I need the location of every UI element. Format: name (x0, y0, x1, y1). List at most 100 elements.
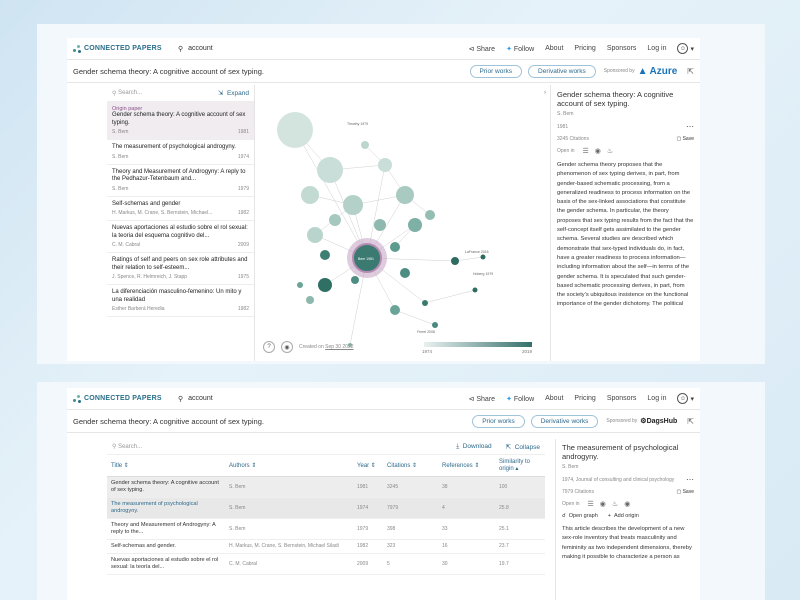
sponsor-logo[interactable]: ▲ Azure (638, 66, 678, 77)
col-header-authors[interactable]: Authors ⇕ (225, 455, 353, 477)
node-label: Ferrel 2008 (417, 330, 435, 334)
sponsor-logo[interactable]: ⚙DagsHub (640, 417, 677, 425)
list-item[interactable]: Self-schemas and gender H. Markus, M. Cr… (107, 197, 254, 221)
table-row[interactable]: The measurement of psychological androgy… (107, 497, 545, 519)
search-input[interactable]: ⚲ account (178, 45, 398, 53)
azure-icon: ▲ (637, 65, 648, 77)
cell-references: 16 (438, 539, 495, 554)
paper-titlebar: Gender schema theory: A cognitive accoun… (67, 410, 700, 433)
add-origin-button[interactable]: + Add origin (608, 513, 639, 519)
brand-name: CONNECTED PAPERS (84, 395, 162, 402)
table-search-input[interactable]: Search... (118, 443, 143, 450)
list-item[interactable]: Ratings of self and peers on sex role at… (107, 253, 254, 285)
save-label: Save (682, 489, 694, 495)
save-button[interactable]: ▢ Save (676, 136, 694, 142)
fullscreen-icon[interactable]: ⇱ (687, 416, 694, 426)
col-authors-label: Authors (229, 463, 250, 469)
col-header-references[interactable]: References ⇕ (438, 455, 495, 477)
share-link[interactable]: ⊲ Share (469, 45, 496, 53)
sponsors-link[interactable]: Sponsors (606, 395, 637, 402)
cell-year: 1981 (353, 476, 383, 498)
collapse-right-icon[interactable]: › (544, 90, 546, 96)
brand-logo[interactable]: CONNECTED PAPERS (73, 394, 178, 403)
share-link[interactable]: ⊲ Share (469, 395, 496, 403)
citation-graph[interactable]: Timothy 1979 Bem 1981 LaFrance 2016 Hobe… (255, 85, 540, 361)
about-link[interactable]: About (545, 395, 564, 402)
search-input[interactable]: ⚲ account (178, 395, 398, 403)
semantic-scholar-icon[interactable]: ☰ (582, 148, 589, 155)
list-search-icon: ⚲ (112, 90, 119, 97)
more-icon[interactable]: ⋯ (686, 122, 694, 131)
google-scholar-icon[interactable]: ♨ (611, 501, 619, 508)
cell-similarity: 25.1 (495, 518, 545, 540)
list-item[interactable]: Theory and Measurement of Androgyny: A r… (107, 165, 254, 197)
about-link[interactable]: About (545, 45, 564, 52)
table-row[interactable]: Theory and Measurement of Androgyny: A r… (107, 518, 545, 540)
list-search-input[interactable]: Search... (118, 90, 143, 96)
fullscreen-icon[interactable]: ⇱ (687, 66, 694, 76)
top-navbar: CONNECTED PAPERS ⚲ account ⊲ Share ✦ Fol… (67, 388, 700, 410)
pricing-link[interactable]: Pricing (574, 45, 596, 52)
google-scholar-icon[interactable]: ♨ (606, 148, 614, 155)
login-link[interactable]: Log in (647, 45, 667, 52)
list-item[interactable]: La diferenciación masculino-femenino: Un… (107, 285, 254, 317)
open-in-icons: ☰ ◉ ♨ (583, 147, 614, 155)
col-header-similarity[interactable]: Similarity to origin ▴ (495, 455, 545, 477)
paper-detail-panel: The measurement of psychological androgy… (555, 439, 700, 600)
col-header-year[interactable]: Year ⇕ (353, 455, 383, 477)
sponsor-name: DagsHub (646, 418, 678, 425)
open-graph-label: Open graph (568, 513, 598, 519)
detail-title[interactable]: Gender schema theory: A cognitive accoun… (557, 90, 674, 108)
page-title: Gender schema theory: A cognitive accoun… (73, 416, 264, 426)
table-row[interactable]: Nuevas aportaciones al estudio sobre el … (107, 553, 545, 575)
prior-works-button[interactable]: Prior works (472, 414, 525, 428)
list-item[interactable]: Nuevas aportaciones al estudio sobre el … (107, 221, 254, 253)
collapse-button[interactable]: ⇱ Collapse (506, 443, 540, 451)
twitter-icon: ✦ (506, 45, 512, 53)
list-view-window: CONNECTED PAPERS ⚲ account ⊲ Share ✦ Fol… (67, 388, 700, 600)
account-menu[interactable]: ☺ ▾ (677, 393, 694, 404)
sponsors-link[interactable]: Sponsors (606, 45, 637, 52)
col-header-citations[interactable]: Citations ⇕ (383, 455, 438, 477)
login-link[interactable]: Log in (647, 395, 667, 402)
sponsored-by-label: Sponsored by (603, 68, 635, 74)
user-icon: ☺ (677, 393, 689, 404)
graph-labels: Timothy 1979 Bem 1981 LaFrance 2016 Hobe… (347, 122, 493, 334)
table-row[interactable]: Self-schemas and gender. H. Markus, M. C… (107, 539, 545, 554)
list-item[interactable]: The measurement of psychological androgy… (107, 140, 254, 165)
list-item-origin[interactable]: Origin paper Gender schema theory: A cog… (107, 102, 254, 140)
table-row[interactable]: Gender schema theory: A cognitive accoun… (107, 476, 545, 498)
pubmed-icon[interactable]: ◉ (594, 148, 601, 155)
pricing-link[interactable]: Pricing (574, 395, 596, 402)
open-graph-button[interactable]: ☌ Open graph (562, 513, 598, 519)
more-icon[interactable]: ⋯ (686, 475, 694, 484)
expand-button[interactable]: ⇲ Expand (218, 89, 249, 97)
brand-logo[interactable]: CONNECTED PAPERS (73, 44, 178, 53)
chevron-down-icon: ▾ (690, 45, 694, 53)
list-item-year: 1979 (237, 185, 249, 192)
follow-link[interactable]: ✦ Follow (506, 395, 534, 403)
sort-icon: ⇕ (370, 463, 376, 469)
derivative-works-button[interactable]: Derivative works (528, 64, 596, 78)
col-header-title[interactable]: Title ⇕ (107, 455, 225, 477)
location-icon[interactable]: ◉ (281, 341, 293, 353)
pubmed-icon[interactable]: ◉ (599, 501, 606, 508)
derivative-works-button[interactable]: Derivative works (530, 414, 599, 428)
detail-citations: 3245 Citations (557, 136, 589, 142)
semantic-scholar-icon[interactable]: ☰ (587, 501, 594, 508)
detail-title[interactable]: The measurement of psychological androgy… (562, 443, 679, 461)
graph-nodes[interactable] (277, 112, 486, 347)
graph-canvas[interactable]: Timothy 1979 Bem 1981 LaFrance 2016 Hobe… (255, 85, 540, 361)
graph-controls: ? ◉ Created on Sep 30 2022 (263, 341, 354, 353)
sort-icon: ⇕ (412, 463, 418, 469)
prior-works-button[interactable]: Prior works (469, 64, 523, 78)
cell-title: Nuevas aportaciones al estudio sobre el … (107, 553, 225, 575)
doi-icon[interactable]: ◉ (624, 501, 631, 508)
download-button[interactable]: ⤓ Download (456, 443, 491, 451)
save-button[interactable]: ▢ Save (676, 489, 694, 495)
help-icon[interactable]: ? (263, 341, 275, 353)
created-on-date[interactable]: Sep 30 2022 (325, 344, 354, 350)
follow-link[interactable]: ✦ Follow (506, 45, 534, 53)
account-menu[interactable]: ☺ ▾ (677, 43, 694, 54)
cell-citations: 5 (383, 553, 438, 575)
